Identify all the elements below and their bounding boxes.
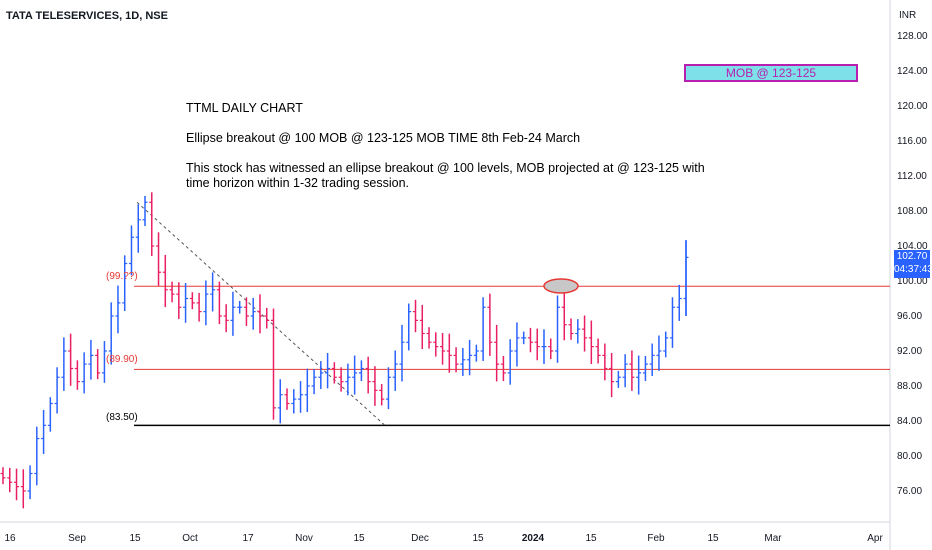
annotation-line-1: TTML DAILY CHART: [186, 101, 303, 115]
x-tick-label: Apr: [867, 533, 883, 544]
annotation-line-3: This stock has witnessed an ellipse brea…: [186, 161, 705, 175]
y-tick-label: 84.00: [897, 416, 922, 427]
y-tick-label: 76.00: [897, 486, 922, 497]
x-tick-label: 17: [242, 533, 254, 544]
x-tick-label: Feb: [647, 533, 665, 544]
y-tick-label: 128.00: [897, 31, 928, 42]
x-tick-label: 15: [129, 533, 141, 544]
y-tick-label: 100.00: [897, 276, 928, 287]
y-tick-label: 124.00: [897, 66, 928, 77]
last-price-time: 04:37:43: [894, 264, 932, 275]
x-tick-label: Nov: [295, 533, 313, 544]
level-label-3: (83.50): [106, 412, 138, 423]
symbol-title: TATA TELESERVICES, 1D, NSE: [6, 10, 168, 22]
x-tick-label: Dec: [411, 533, 429, 544]
ellipse-marker: [543, 278, 579, 294]
level-label-1: (99.??): [106, 271, 138, 282]
last-price-badge: 102.70 04:37:43: [894, 250, 932, 278]
x-tick-label: 15: [472, 533, 484, 544]
annotation-line-2: Ellipse breakout @ 100 MOB @ 123-125 MOB…: [186, 131, 581, 145]
y-tick-label: 120.00: [897, 101, 928, 112]
level-label-2: (89.90): [106, 354, 138, 365]
y-tick-label: 80.00: [897, 451, 922, 462]
y-tick-label: 96.00: [897, 311, 922, 322]
y-tick-label: 104.00: [897, 241, 928, 252]
annotation-line-4: time horizon within 1-32 trading session…: [186, 176, 410, 190]
mob-target-box: MOB @ 123-125: [684, 64, 858, 82]
y-tick-label: 112.00: [897, 171, 927, 182]
x-tick-label: Sep: [68, 533, 86, 544]
y-tick-label: 116.00: [897, 136, 927, 147]
x-tick-label: Oct: [182, 533, 198, 544]
x-tick-label: 15: [353, 533, 365, 544]
x-tick-label: 15: [585, 533, 597, 544]
y-tick-label: 92.00: [897, 346, 922, 357]
currency-label: INR: [899, 10, 916, 21]
y-tick-label: 108.00: [897, 206, 928, 217]
last-price-value: 102.70: [896, 251, 928, 262]
x-tick-label: Mar: [764, 533, 782, 544]
x-tick-label: 16: [4, 533, 16, 544]
x-tick-label: 15: [707, 533, 719, 544]
trendline: [136, 201, 386, 426]
y-tick-label: 88.00: [897, 381, 922, 392]
x-tick-label: 2024: [522, 533, 545, 544]
